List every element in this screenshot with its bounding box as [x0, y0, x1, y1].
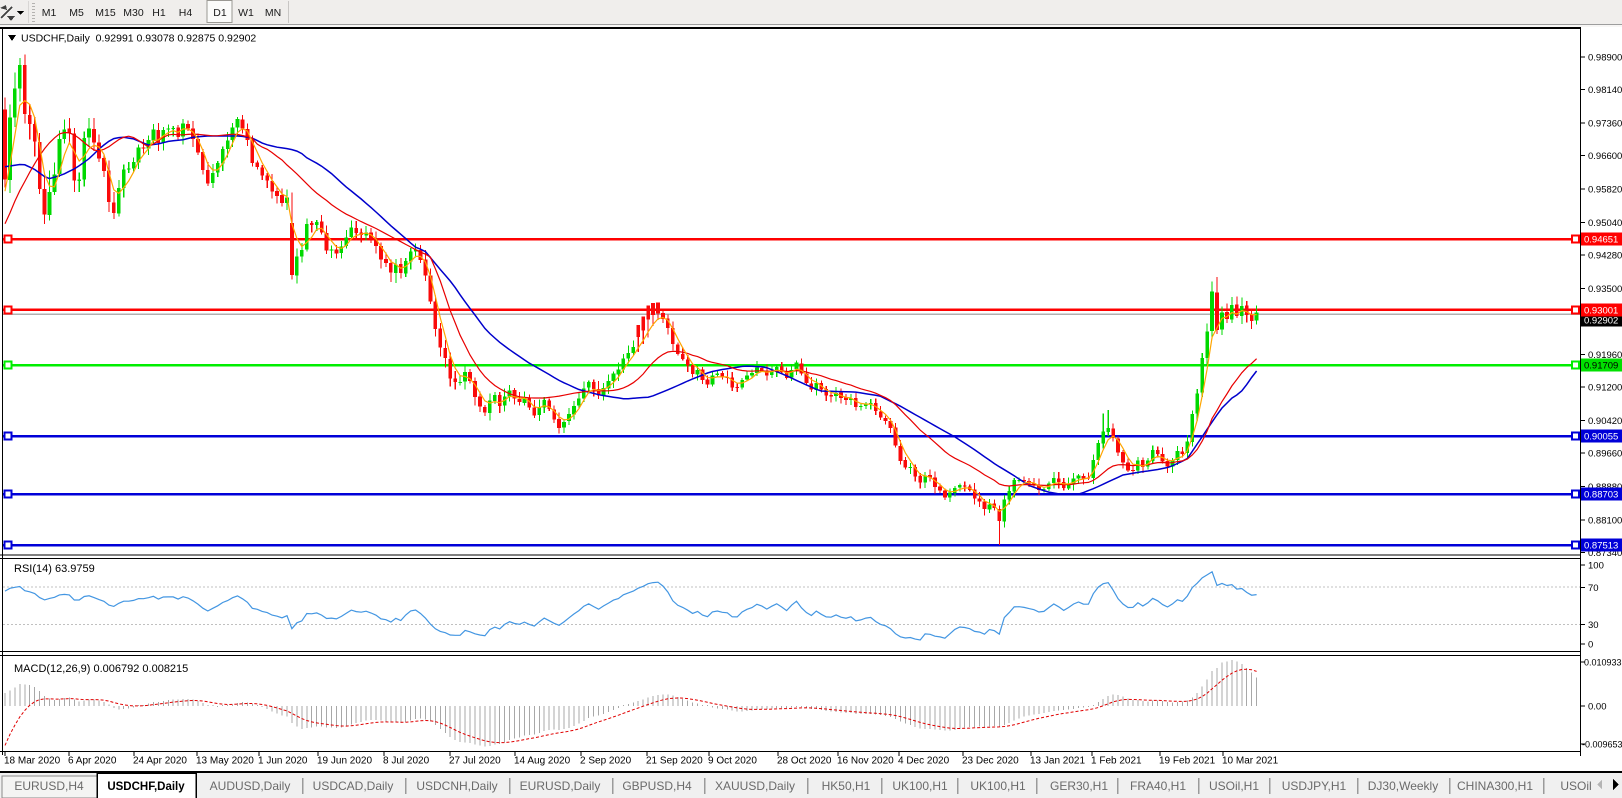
svg-text:0.88100: 0.88100	[1588, 515, 1622, 526]
svg-text:19 Feb 2021: 19 Feb 2021	[1159, 756, 1216, 767]
svg-text:USOil: USOil	[1560, 779, 1591, 793]
svg-text:0.95820: 0.95820	[1588, 185, 1622, 196]
svg-text:70: 70	[1588, 583, 1599, 594]
svg-text:0.97360: 0.97360	[1588, 119, 1622, 130]
svg-text:0.90055: 0.90055	[1584, 432, 1618, 443]
svg-text:0.96600: 0.96600	[1588, 151, 1622, 162]
svg-text:EURUSD,H4: EURUSD,H4	[14, 779, 84, 793]
svg-text:13 May 2020: 13 May 2020	[196, 756, 254, 767]
svg-text:23 Dec 2020: 23 Dec 2020	[962, 756, 1019, 767]
svg-text:GBPUSD,H4: GBPUSD,H4	[622, 779, 692, 793]
svg-text:0.92902: 0.92902	[1584, 316, 1618, 327]
svg-text:16 Nov 2020: 16 Nov 2020	[837, 756, 894, 767]
svg-text:100: 100	[1588, 561, 1604, 572]
svg-text:18 Mar 2020: 18 Mar 2020	[4, 756, 61, 767]
svg-text:EURUSD,Daily: EURUSD,Daily	[520, 779, 601, 793]
svg-text:0.87513: 0.87513	[1584, 541, 1618, 552]
svg-text:0.98140: 0.98140	[1588, 85, 1622, 96]
svg-text:14 Aug 2020: 14 Aug 2020	[514, 756, 571, 767]
svg-text:0.95040: 0.95040	[1588, 218, 1622, 229]
svg-text:13 Jan 2021: 13 Jan 2021	[1030, 756, 1085, 767]
svg-text:AUDUSD,Daily: AUDUSD,Daily	[210, 779, 291, 793]
svg-text:UK100,H1: UK100,H1	[892, 779, 948, 793]
svg-text:USDCAD,Daily: USDCAD,Daily	[313, 779, 394, 793]
svg-text:21 Sep 2020: 21 Sep 2020	[646, 756, 703, 767]
svg-text:H4: H4	[179, 7, 193, 19]
svg-text:USOil,H1: USOil,H1	[1209, 779, 1259, 793]
svg-text:0.94651: 0.94651	[1584, 235, 1618, 246]
svg-text:CHINA300,H1: CHINA300,H1	[1457, 779, 1533, 793]
svg-text:USDCHF,Daily: USDCHF,Daily	[107, 781, 185, 793]
svg-text:6 Apr 2020: 6 Apr 2020	[68, 756, 117, 767]
svg-text:M15: M15	[95, 7, 116, 19]
svg-text:24 Apr 2020: 24 Apr 2020	[133, 756, 187, 767]
svg-text:0.90420: 0.90420	[1588, 416, 1622, 427]
svg-text:0.010933: 0.010933	[1584, 657, 1622, 667]
svg-text:1 Jun 2020: 1 Jun 2020	[258, 756, 308, 767]
svg-text:0.93500: 0.93500	[1588, 284, 1622, 295]
svg-text:0: 0	[1588, 640, 1593, 651]
svg-text:0.94280: 0.94280	[1588, 251, 1622, 262]
svg-text:0.91960: 0.91960	[1588, 350, 1622, 361]
svg-text:W1: W1	[238, 7, 254, 19]
svg-text:M1: M1	[42, 7, 57, 19]
svg-text:1 Feb 2021: 1 Feb 2021	[1091, 756, 1142, 767]
svg-text:H1: H1	[152, 7, 166, 19]
svg-text:M5: M5	[69, 7, 84, 19]
svg-text:DJ30,Weekly: DJ30,Weekly	[1368, 779, 1438, 793]
svg-text:19 Jun 2020: 19 Jun 2020	[317, 756, 372, 767]
svg-text:XAUUSD,Daily: XAUUSD,Daily	[715, 779, 795, 793]
svg-text:UK100,H1: UK100,H1	[970, 779, 1026, 793]
svg-text:MACD(12,26,9) 0.006792 0.00821: MACD(12,26,9) 0.006792 0.008215	[14, 663, 188, 675]
svg-text:2 Sep 2020: 2 Sep 2020	[580, 756, 632, 767]
svg-text:-0.009653: -0.009653	[1582, 740, 1622, 750]
svg-text:FRA40,H1: FRA40,H1	[1130, 779, 1186, 793]
svg-text:0.00: 0.00	[1588, 702, 1607, 713]
svg-text:USDCNH,Daily: USDCNH,Daily	[416, 779, 497, 793]
svg-text:0.98900: 0.98900	[1588, 53, 1622, 64]
svg-text:USDJPY,H1: USDJPY,H1	[1282, 779, 1347, 793]
svg-text:27 Jul 2020: 27 Jul 2020	[449, 756, 501, 767]
svg-text:GER30,H1: GER30,H1	[1050, 779, 1108, 793]
svg-text:0.91709: 0.91709	[1584, 361, 1618, 372]
svg-text:RSI(14) 63.9759: RSI(14) 63.9759	[14, 563, 95, 575]
svg-text:4 Dec 2020: 4 Dec 2020	[898, 756, 950, 767]
svg-text:USDCHF,Daily 0.92991 0.93078: USDCHF,Daily 0.92991 0.93078 0.92875 0.9…	[21, 33, 256, 45]
svg-text:8 Jul 2020: 8 Jul 2020	[383, 756, 430, 767]
svg-text:0.88703: 0.88703	[1584, 490, 1618, 501]
svg-text:0.87340: 0.87340	[1588, 548, 1622, 559]
svg-text:10 Mar 2021: 10 Mar 2021	[1222, 756, 1279, 767]
svg-text:0.88880: 0.88880	[1588, 482, 1622, 493]
svg-text:30: 30	[1588, 620, 1599, 631]
svg-text:0.91200: 0.91200	[1588, 383, 1622, 394]
svg-text:HK50,H1: HK50,H1	[822, 779, 871, 793]
svg-text:0.89660: 0.89660	[1588, 449, 1622, 460]
svg-text:D1: D1	[213, 7, 227, 19]
svg-text:M30: M30	[123, 7, 144, 19]
svg-text:0.93001: 0.93001	[1584, 305, 1618, 316]
svg-text:MN: MN	[265, 7, 281, 19]
svg-text:9 Oct 2020: 9 Oct 2020	[708, 756, 757, 767]
svg-text:28 Oct 2020: 28 Oct 2020	[777, 756, 832, 767]
